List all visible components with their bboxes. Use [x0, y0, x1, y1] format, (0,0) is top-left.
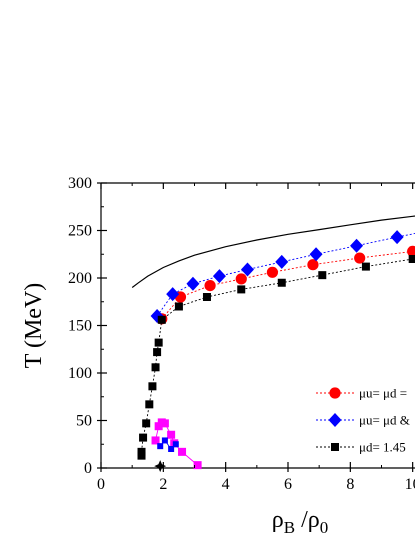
x-tick-label: 8	[346, 476, 354, 493]
data-point-square	[237, 285, 246, 294]
series-1	[150, 230, 415, 323]
data-point-square	[145, 400, 154, 409]
y-tick-label: 200	[68, 270, 92, 287]
series-line	[161, 250, 413, 320]
data-point-square	[331, 443, 339, 451]
x-axis-label-subscript: B	[284, 518, 295, 537]
x-tick-label: 10	[405, 476, 415, 493]
y-tick-label: 50	[76, 413, 92, 430]
tick-layer: 0 50 100 150 200 250 300 0 2 4 6 8 10	[68, 175, 415, 493]
y-tick-label: 150	[68, 318, 92, 335]
series-4	[157, 437, 179, 452]
data-point-square	[148, 382, 157, 391]
data-point-circle	[329, 387, 341, 399]
data-point-square	[139, 433, 148, 442]
legend-item-2: μd= 1.45	[316, 440, 406, 455]
y-tick-label: 250	[68, 223, 92, 240]
legend-label: μd= 1.45	[359, 440, 406, 455]
data-point-square	[277, 278, 286, 287]
series-5	[131, 215, 415, 288]
data-point-diamond	[275, 254, 289, 269]
x-tick-label: 4	[222, 476, 230, 493]
data-point-diamond	[309, 247, 323, 262]
data-point-square	[151, 436, 160, 445]
legend-label: μu= μd &	[359, 413, 410, 428]
x-axis-label-part: ρ	[272, 507, 284, 533]
data-point-small-square	[161, 437, 168, 444]
data-point-square	[160, 419, 169, 428]
data-point-diamond	[390, 230, 404, 245]
data-point-square	[142, 419, 151, 428]
y-tick-label: 100	[68, 365, 92, 382]
series-line	[131, 215, 415, 288]
data-point-diamond	[350, 238, 364, 253]
series-line	[156, 232, 415, 317]
y-tick-label: 300	[68, 175, 92, 192]
y-tick-label: 0	[84, 460, 92, 477]
data-point-square	[137, 447, 146, 456]
data-point-square	[202, 293, 211, 301]
data-point-square	[178, 447, 187, 456]
x-axis-label: ρB /ρ0	[272, 507, 328, 537]
data-point-small-square	[172, 441, 179, 448]
data-point-diamond	[186, 276, 200, 291]
series-2	[137, 255, 415, 460]
x-tick-label: 2	[159, 476, 167, 493]
data-point-circle	[307, 259, 319, 271]
x-tick-label: 6	[284, 476, 292, 493]
data-point-square	[167, 430, 176, 439]
legend-item-1: μu= μd &	[316, 413, 410, 428]
data-point-diamond	[166, 287, 180, 302]
data-point-square	[408, 255, 415, 263]
data-point-diamond	[212, 269, 226, 284]
data-point-diamond	[240, 262, 254, 277]
data-point-square	[318, 271, 327, 280]
data-point-circle	[407, 245, 415, 257]
data-point-square	[157, 315, 166, 324]
data-point-small-square	[168, 446, 175, 452]
y-axis-label: T (MeV)	[21, 283, 47, 369]
legend-label: μu= μd =	[359, 386, 407, 401]
data-point-small-square	[157, 443, 164, 450]
data-point-square	[361, 262, 370, 271]
x-tick-label: 0	[97, 476, 105, 493]
data-point-circle	[235, 273, 247, 285]
data-point-square	[154, 338, 163, 347]
x-axis-label-subscript: 0	[320, 518, 329, 537]
legend-item-0: μu= μd =	[316, 386, 407, 401]
series-layer	[131, 215, 415, 473]
data-point-diamond	[328, 413, 342, 427]
data-point-square	[151, 363, 160, 372]
data-point-circle	[204, 280, 216, 292]
legend: μu= μd = μu= μd & μd= 1.45	[316, 386, 410, 455]
critical-point-marker	[154, 460, 167, 473]
data-point-circle	[266, 266, 279, 278]
data-point-circle	[354, 252, 366, 264]
data-point-square	[174, 302, 183, 311]
data-point-square	[193, 461, 202, 470]
x-axis-label-part: /ρ	[295, 507, 320, 533]
data-point-square	[153, 348, 162, 357]
